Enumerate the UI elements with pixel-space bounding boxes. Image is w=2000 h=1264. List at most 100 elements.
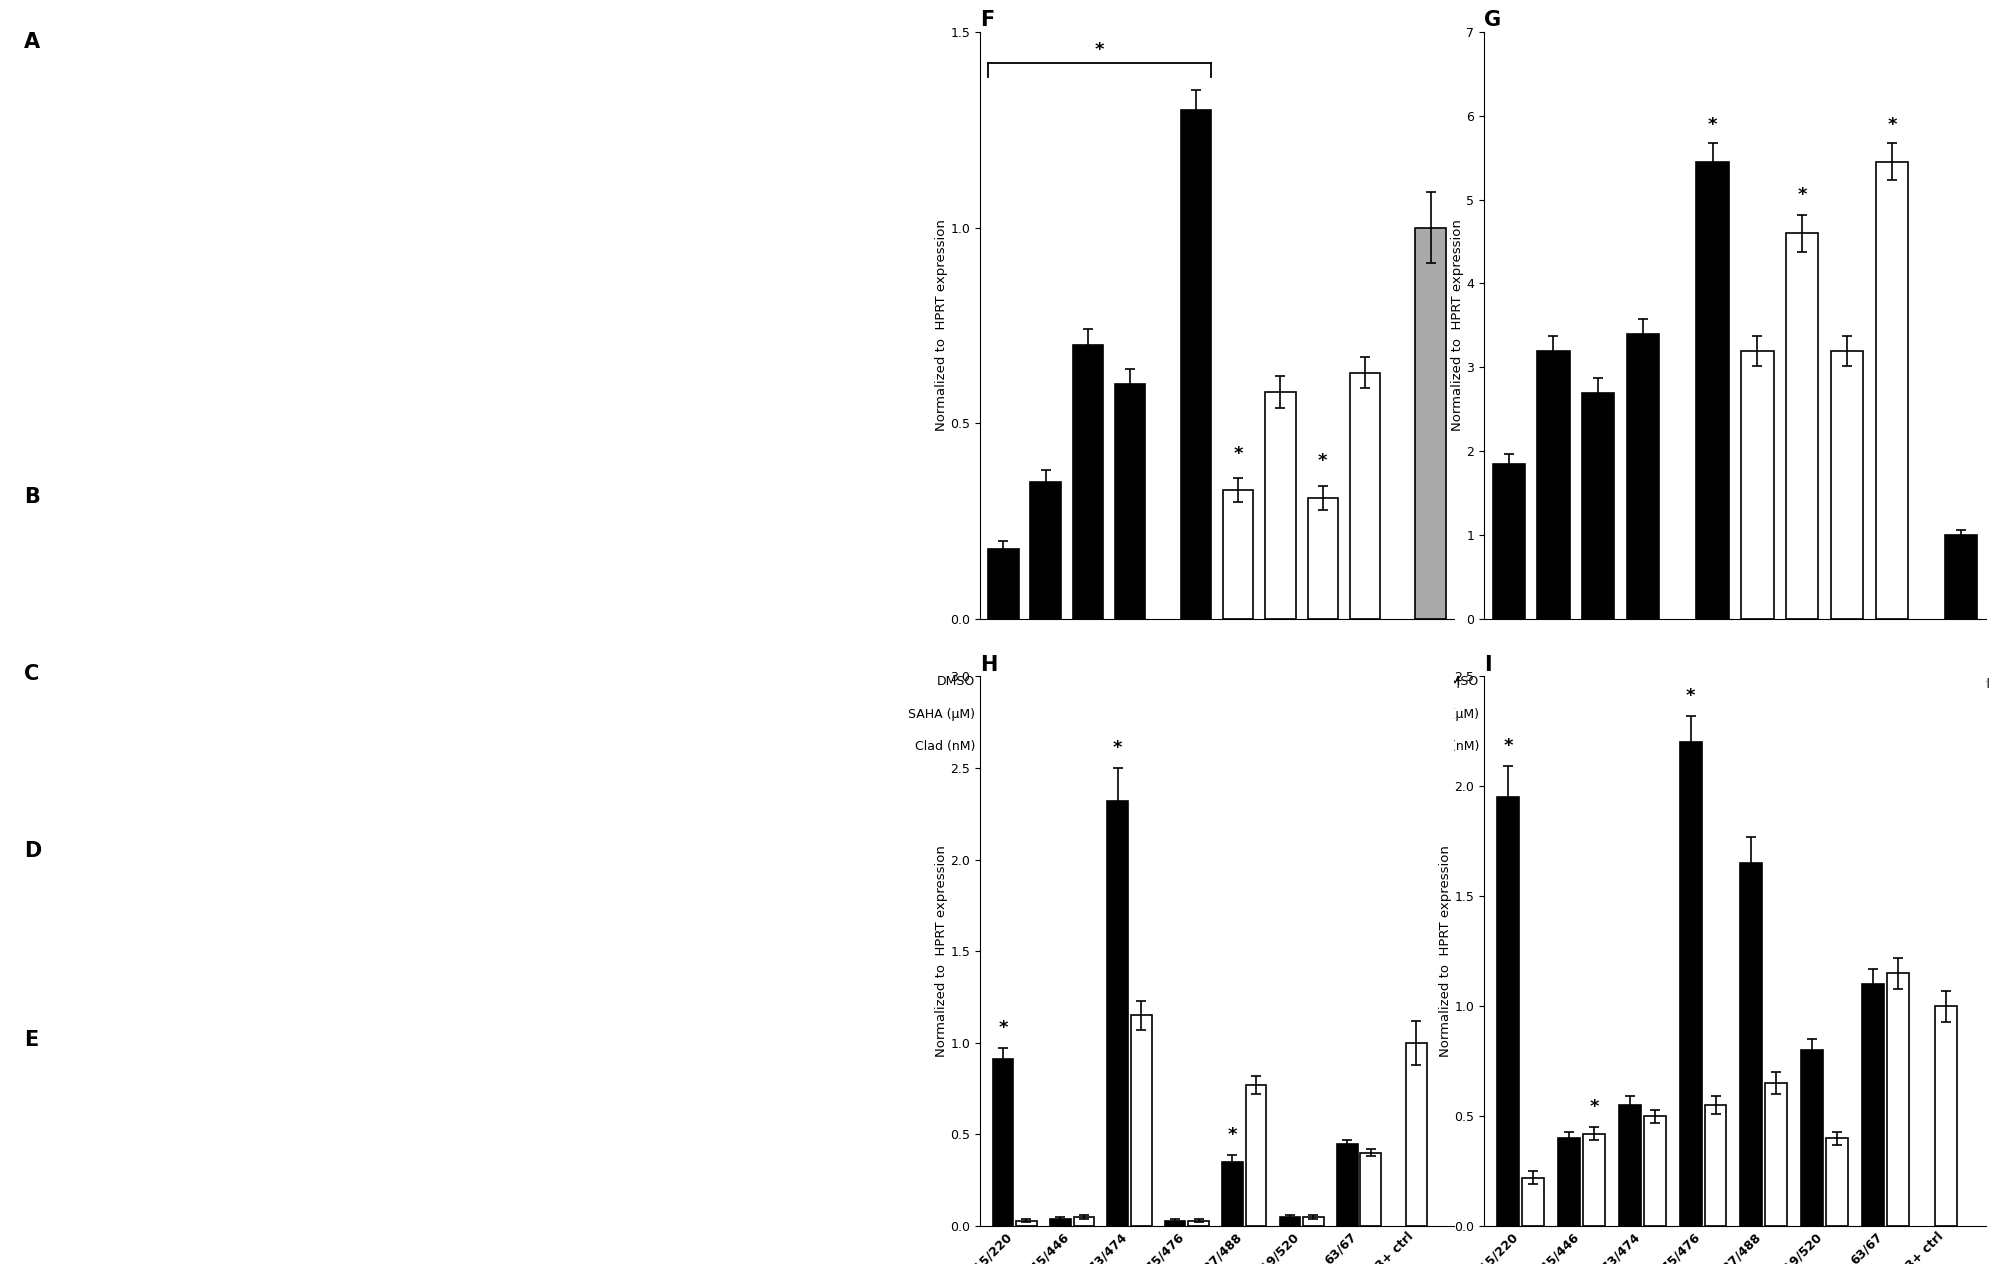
Text: -: - xyxy=(1044,739,1048,753)
Text: B: B xyxy=(24,487,40,507)
Bar xyxy=(1522,1178,1544,1226)
Text: -: - xyxy=(1236,739,1240,753)
Bar xyxy=(1360,1153,1382,1226)
Text: -: - xyxy=(1002,708,1006,720)
Bar xyxy=(1862,985,1884,1226)
Bar xyxy=(1802,1050,1824,1226)
Bar xyxy=(1876,162,1908,619)
Text: -: - xyxy=(1320,708,1326,720)
Bar xyxy=(1406,1043,1426,1226)
Bar xyxy=(1558,1138,1580,1226)
Bar xyxy=(1680,742,1702,1226)
Text: *: * xyxy=(1888,116,1896,134)
Text: +: + xyxy=(1796,675,1808,688)
Text: -: - xyxy=(1086,739,1090,753)
Bar xyxy=(1074,1217,1094,1226)
Text: -: - xyxy=(1800,739,1804,753)
Text: -: - xyxy=(1278,739,1282,753)
Bar xyxy=(1538,350,1570,619)
Text: E: E xyxy=(24,1030,38,1050)
Text: 30: 30 xyxy=(1704,739,1720,753)
Text: 1: 1 xyxy=(1594,708,1602,720)
Text: +: + xyxy=(1842,675,1852,688)
Text: CD3+ ctrl: CD3+ ctrl xyxy=(1932,678,1990,691)
Bar xyxy=(992,1059,1014,1226)
Bar xyxy=(988,549,1018,619)
Bar xyxy=(1492,464,1524,619)
Text: -: - xyxy=(1506,675,1510,688)
Text: 30: 30 xyxy=(1636,739,1652,753)
Y-axis label: Normalized to  HPRT expression: Normalized to HPRT expression xyxy=(934,846,948,1057)
Text: 1: 1 xyxy=(1362,708,1370,720)
Text: D: D xyxy=(24,841,42,861)
Bar xyxy=(1582,393,1614,619)
Text: *: * xyxy=(1318,453,1328,470)
Text: *: * xyxy=(1094,40,1104,59)
Bar xyxy=(1644,1116,1666,1226)
Text: +: + xyxy=(1708,675,1718,688)
Bar xyxy=(1886,973,1908,1226)
Text: A: A xyxy=(24,32,40,52)
Bar xyxy=(1584,1134,1604,1226)
Bar xyxy=(1740,863,1762,1226)
Bar xyxy=(1222,490,1254,619)
Text: Clad (nM): Clad (nM) xyxy=(1418,739,1478,753)
Text: *: * xyxy=(1686,686,1696,705)
Bar xyxy=(1222,1162,1242,1226)
Text: -: - xyxy=(1002,739,1006,753)
Text: *: * xyxy=(1234,445,1242,463)
Text: G: G xyxy=(1484,10,1502,30)
Text: *: * xyxy=(1798,186,1806,204)
Bar xyxy=(1164,1221,1186,1226)
Text: *: * xyxy=(1708,116,1718,134)
Bar xyxy=(1350,373,1380,619)
Bar xyxy=(1416,228,1446,619)
Bar xyxy=(1936,1006,1958,1226)
Text: F: F xyxy=(980,10,994,30)
Text: -: - xyxy=(1044,708,1048,720)
Text: +: + xyxy=(1592,675,1604,688)
Text: +: + xyxy=(1886,675,1898,688)
Bar xyxy=(1826,1138,1848,1226)
Text: +: + xyxy=(1360,675,1370,688)
Text: -: - xyxy=(1506,708,1510,720)
Bar xyxy=(1336,1144,1358,1226)
Text: Clad (nM): Clad (nM) xyxy=(914,739,976,753)
Text: -: - xyxy=(1128,708,1132,720)
Text: 30: 30 xyxy=(1358,739,1374,753)
Y-axis label: Normalized to  HPRT expression: Normalized to HPRT expression xyxy=(1450,220,1464,431)
Text: 1: 1 xyxy=(1276,708,1284,720)
Text: -: - xyxy=(1552,739,1556,753)
Bar xyxy=(1130,1015,1152,1226)
Bar xyxy=(1696,162,1728,619)
Bar xyxy=(1050,1218,1070,1226)
Text: -: - xyxy=(1552,708,1556,720)
Text: DMSO: DMSO xyxy=(938,675,976,688)
Bar xyxy=(1308,498,1338,619)
Text: +: + xyxy=(1040,675,1050,688)
Text: +: + xyxy=(1082,675,1094,688)
Bar xyxy=(1766,1083,1788,1226)
Bar xyxy=(1498,798,1520,1226)
Text: +: + xyxy=(1124,675,1136,688)
Text: *: * xyxy=(1228,1126,1238,1144)
Text: C: C xyxy=(24,664,40,684)
Bar xyxy=(1108,801,1128,1226)
Bar xyxy=(1188,1221,1208,1226)
Text: +: + xyxy=(1318,675,1328,688)
Text: +: + xyxy=(1190,675,1202,688)
Text: CD3+ ctrl: CD3+ ctrl xyxy=(1402,678,1460,691)
Text: +: + xyxy=(1752,675,1762,688)
Bar xyxy=(1280,1217,1300,1226)
Text: -: - xyxy=(1236,708,1240,720)
Bar xyxy=(1072,345,1104,619)
Text: 30: 30 xyxy=(1840,739,1854,753)
Bar xyxy=(1266,392,1296,619)
Y-axis label: Normalized to  HPRT expression: Normalized to HPRT expression xyxy=(934,220,948,431)
Text: SAHA (μM): SAHA (μM) xyxy=(1412,708,1478,720)
Bar xyxy=(1704,1105,1726,1226)
Text: 30: 30 xyxy=(1884,739,1900,753)
Text: DMSO: DMSO xyxy=(1440,675,1478,688)
Bar xyxy=(1246,1085,1266,1226)
Text: 1: 1 xyxy=(1192,708,1200,720)
